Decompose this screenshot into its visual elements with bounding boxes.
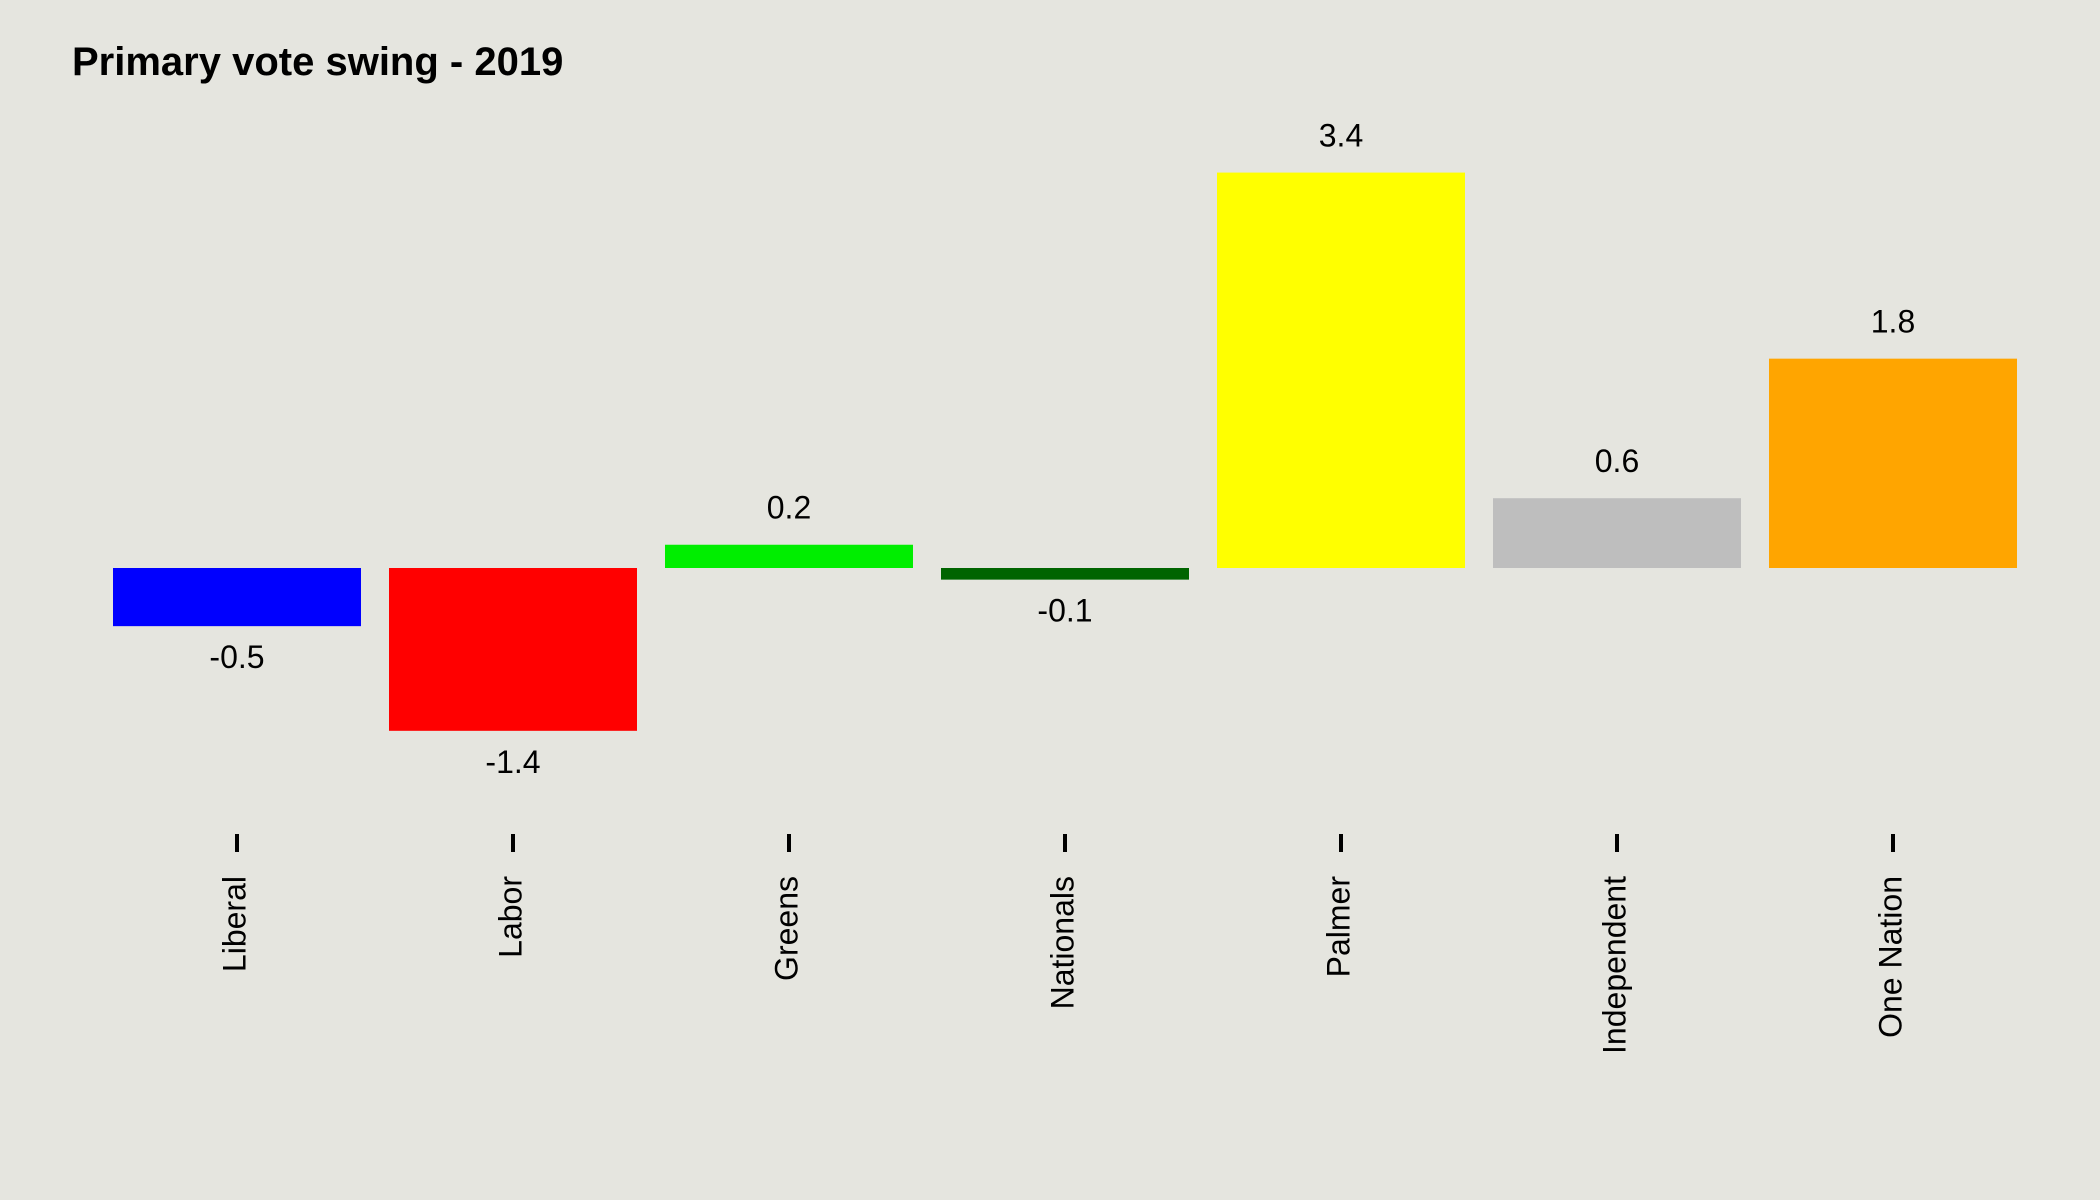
x-tick-label: Greens [768,876,804,981]
value-label: -0.1 [1037,593,1092,629]
bar-palmer [1217,172,1465,568]
x-tick-label: Independent [1596,876,1632,1054]
x-axis: Liberal Labor Greens Nationals Palmer Indepen… [216,834,1908,1054]
x-tick-label: Palmer [1320,876,1356,978]
chart-title: Primary vote swing - 2019 [72,40,564,84]
x-tick-label: Liberal [216,876,252,972]
value-label: 1.8 [1871,304,1915,340]
x-tick-label: Nationals [1044,876,1080,1009]
value-label: -0.5 [209,639,264,675]
bar-nationals [941,568,1189,580]
bar-greens [665,544,913,568]
value-labels-layer: -0.5 -1.4 0.2 -0.1 3.4 0.6 1.8 [209,118,1915,780]
bar-labor [389,568,637,731]
value-label: -1.4 [485,744,540,780]
value-label: 3.4 [1319,118,1363,154]
bar-liberal [113,568,361,627]
bar-independent [1493,498,1741,568]
x-tick-label: Labor [492,876,528,958]
value-label: 0.6 [1595,443,1639,479]
x-tick-label: One Nation [1872,876,1908,1038]
bar-one-nation [1769,358,2017,568]
bars-layer [113,172,2017,731]
value-label: 0.2 [767,490,811,526]
